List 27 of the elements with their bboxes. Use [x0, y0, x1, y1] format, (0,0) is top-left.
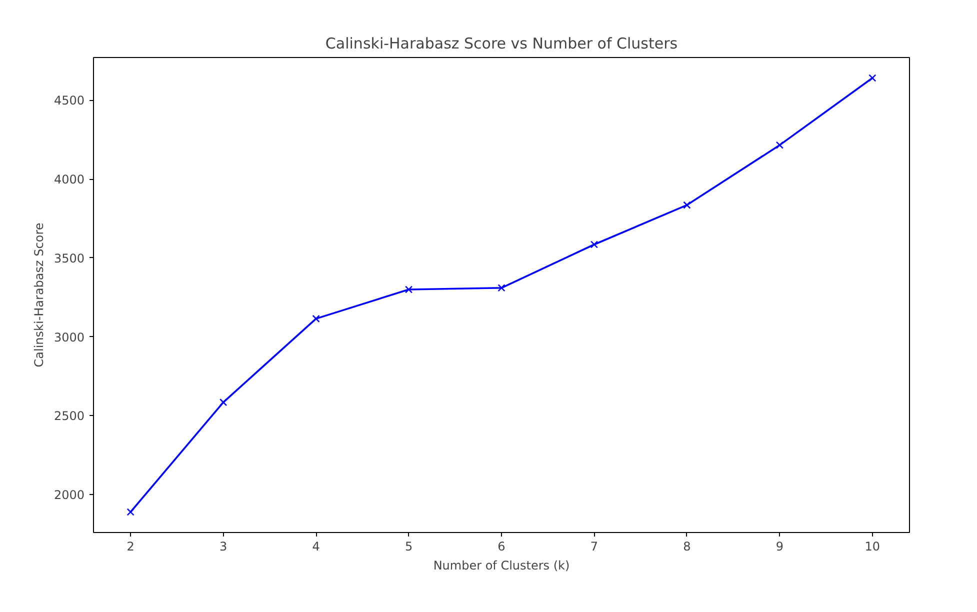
y-tick-label: 2000 — [54, 488, 85, 502]
point — [776, 141, 784, 149]
x-tick-label: 8 — [683, 540, 691, 554]
point — [498, 284, 506, 292]
point — [683, 201, 691, 209]
x-tick-label: 2 — [126, 540, 134, 554]
x-tick-label: 7 — [590, 540, 598, 554]
point — [219, 398, 228, 406]
y-tick-label: 2500 — [54, 409, 85, 424]
point — [126, 508, 134, 516]
point — [404, 286, 413, 294]
point — [312, 314, 320, 323]
chart-title: Calinski-Harabasz Score vs Number of Clusters — [325, 34, 678, 52]
y-tick-label: 3000 — [54, 330, 85, 344]
x-tick-label: 6 — [498, 540, 506, 554]
x-tick-label: 10 — [864, 540, 880, 554]
y-tick-label: 3500 — [54, 251, 85, 266]
y-tick-label: 4500 — [54, 94, 85, 108]
point — [590, 240, 598, 248]
x-tick-label: 3 — [220, 540, 228, 554]
y-tick-label: 4000 — [54, 172, 85, 187]
x-tick-label: 9 — [776, 540, 784, 554]
y-axis-title: Calinski-Harabasz Score — [32, 222, 46, 368]
x-tick-label: 4 — [312, 540, 320, 554]
point — [868, 74, 876, 82]
x-tick-label: 5 — [404, 540, 413, 554]
x-axis-title: Number of Clusters (k) — [433, 558, 570, 572]
